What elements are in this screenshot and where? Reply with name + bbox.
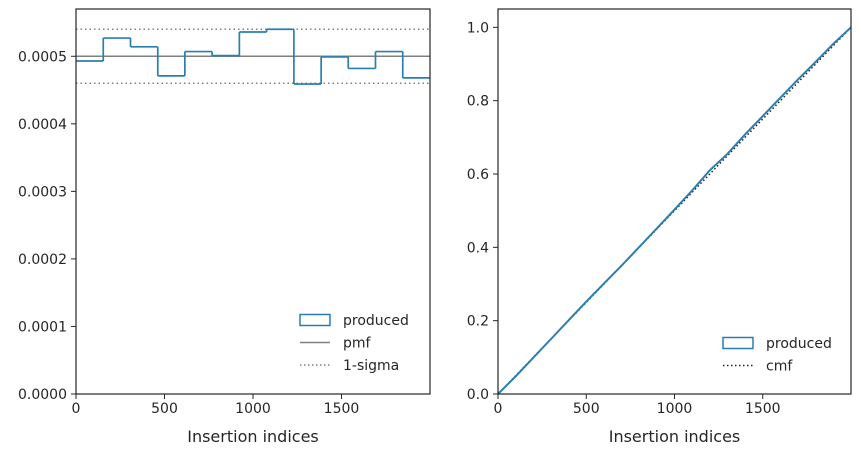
x-tick-label: 0	[494, 401, 503, 417]
y-tick-label: 0.6	[467, 167, 489, 183]
legend-label-cmf: cmf	[766, 359, 793, 375]
y-tick-label: 1.0	[467, 20, 489, 36]
x-tick-label: 0	[72, 401, 81, 417]
y-tick-label: 0.4	[467, 240, 489, 256]
legend-swatch-produced	[722, 336, 754, 350]
left-panel: 0 500 1000 1500 0.0000 0.0001 0.0002 0.0003 0.00…	[18, 8, 431, 446]
x-tick-label: 1000	[657, 401, 693, 417]
x-axis-label: Insertion indices	[187, 427, 319, 446]
legend-label-produced: produced	[343, 313, 409, 329]
plot-frame	[75, 8, 431, 395]
legend-label-produced: produced	[766, 336, 832, 352]
x-tick-label: 500	[151, 401, 178, 417]
x-axis-label: Insertion indices	[609, 427, 741, 446]
legend-swatch-produced	[299, 313, 331, 327]
x-tick-label: 1500	[324, 401, 360, 417]
legend-label-1-sigma: 1-sigma	[343, 358, 399, 374]
y-tick-label: 0.0002	[18, 252, 67, 268]
y-tick-label: 0.0001	[18, 319, 67, 335]
y-tick-label: 0.2	[467, 314, 489, 330]
y-tick-label: 0.0004	[18, 117, 67, 133]
produced-line	[497, 26, 852, 395]
y-tick-label: 0.0003	[18, 184, 67, 200]
y-tick-label: 0.0	[467, 387, 489, 403]
legend: produced pmf 1-sigma	[299, 313, 409, 374]
legend-label-pmf: pmf	[343, 336, 372, 352]
y-tick-label: 0.8	[467, 94, 489, 110]
right-panel: 0 500 1000 1500 0.0 0.2 0.4 0.6 0.8 1.0 Insertion …	[467, 8, 852, 446]
x-tick-label: 1500	[745, 401, 781, 417]
plot-frame	[497, 8, 852, 395]
legend: produced cmf	[722, 336, 832, 375]
x-tick-label: 500	[573, 401, 600, 417]
y-tick-label: 0.0005	[18, 49, 67, 65]
y-tick-label: 0.0000	[18, 387, 67, 403]
x-tick-label: 1000	[235, 401, 271, 417]
